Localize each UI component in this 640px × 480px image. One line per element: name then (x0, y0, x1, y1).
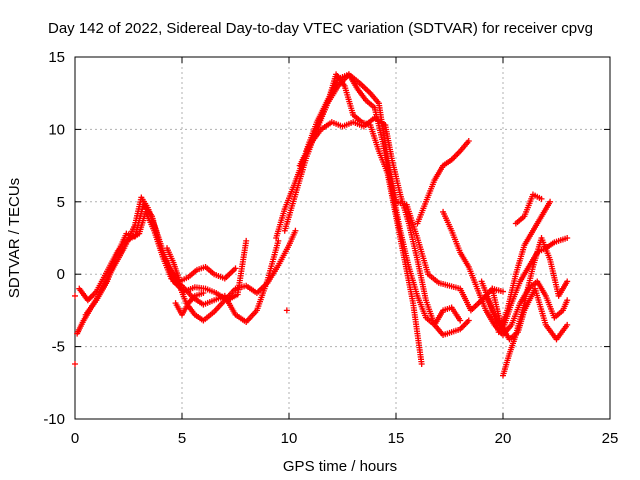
y-axis-label: SDTVAR / TECUs (6, 178, 23, 298)
x-tick-label: 15 (388, 430, 405, 447)
data-point (87, 294, 94, 301)
y-axis: -10 -5 0 5 10 15 (43, 49, 610, 428)
data-point (232, 265, 239, 272)
y-tick-label: 5 (57, 194, 65, 211)
x-tick-label: 10 (281, 430, 298, 447)
data-point (418, 360, 425, 367)
data-point (72, 292, 78, 299)
data-point (454, 151, 461, 158)
data-point (564, 278, 571, 285)
data-point (200, 290, 207, 297)
series-sat-h (414, 137, 472, 227)
series-sat-m (500, 235, 571, 379)
x-axis: 0 5 10 15 20 25 (71, 57, 619, 447)
data-point (500, 288, 506, 295)
data-point (538, 195, 545, 202)
series-sat-a (74, 194, 250, 337)
series-sat-p (172, 290, 207, 318)
y-tick-label: 0 (57, 266, 65, 283)
series-sat-f (296, 114, 472, 339)
series-sat-o (164, 245, 239, 285)
series-sat-d (273, 71, 425, 367)
data-point (461, 321, 468, 328)
series-sat-g (303, 71, 506, 314)
x-axis-label: GPS time / hours (283, 458, 397, 475)
x-tick-label: 0 (71, 430, 79, 447)
data-point (460, 323, 467, 330)
grid-lines (75, 57, 610, 419)
y-tick-label: 15 (48, 49, 65, 66)
y-tick-label: 10 (48, 121, 65, 138)
data-point (457, 317, 464, 324)
y-tick-label: -5 (52, 339, 65, 356)
data-point (292, 227, 299, 234)
data-point (243, 237, 250, 244)
series-sat-k (482, 235, 571, 333)
x-tick-label: 5 (178, 430, 186, 447)
data-point (72, 360, 78, 367)
data-point (462, 320, 469, 327)
data-point (452, 152, 459, 159)
series-sat-e (281, 71, 464, 328)
data-point (451, 153, 458, 160)
data-point (464, 318, 471, 325)
series-sat-c (82, 201, 299, 324)
data-point (564, 297, 571, 304)
x-tick-label: 25 (602, 430, 619, 447)
y-tick-label: -10 (43, 411, 65, 428)
data-point (547, 198, 554, 205)
data-point (283, 307, 290, 314)
data-point (564, 235, 571, 241)
data-points (72, 71, 571, 379)
chart-title: Day 142 of 2022, Sidereal Day-to-day VTE… (48, 20, 593, 37)
data-point (455, 149, 462, 156)
data-point (564, 321, 571, 328)
x-tick-label: 20 (495, 430, 512, 447)
data-point (465, 137, 472, 144)
data-point (465, 317, 472, 324)
plot-frame (74, 56, 611, 420)
series-sat-n (512, 191, 545, 227)
